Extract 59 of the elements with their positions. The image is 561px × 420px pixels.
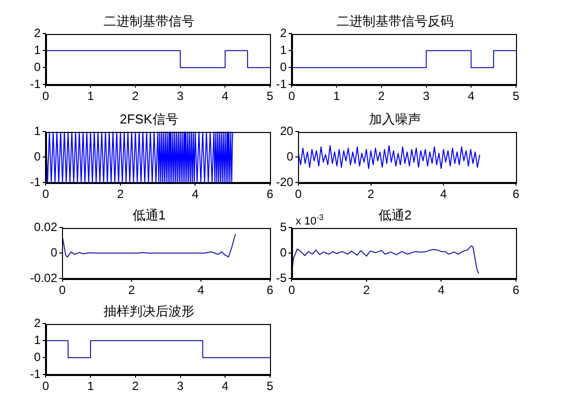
- x-tick-label: 6: [512, 187, 520, 202]
- x-tick-label: 1: [87, 89, 94, 104]
- y-tick-label: 0: [34, 149, 41, 164]
- y-tick-label: -1: [30, 76, 41, 91]
- x-tick-label: 4: [192, 187, 199, 202]
- x-tick-label: 4: [468, 89, 475, 104]
- x-tick-label: 1: [87, 379, 94, 394]
- x-tick-label: 2: [132, 379, 140, 394]
- x-tick-label: 6: [266, 187, 274, 202]
- y-tick-label: -1: [276, 76, 287, 91]
- y-tick-label: 0: [50, 245, 58, 260]
- text: x 10$^{-3}$: [296, 212, 324, 228]
- chart-title: 抽样判决后波形: [104, 303, 194, 318]
- x-tick-label: 2: [132, 89, 140, 104]
- x-tick-label: 3: [176, 89, 184, 104]
- x-tick-label: 4: [222, 379, 229, 394]
- x-tick-label: 4: [222, 89, 229, 104]
- x-tick-label: 2: [363, 283, 370, 298]
- y-tick-label: 2: [34, 316, 41, 330]
- chart-title: 二进制基带信号反码: [336, 13, 454, 28]
- x-tick-label: 6: [266, 283, 274, 298]
- x-tick-label: 4: [438, 283, 445, 298]
- x-tick-label: 2: [128, 283, 136, 298]
- y-tick-label: 1: [34, 42, 41, 57]
- y-tick-label: -20: [276, 174, 294, 189]
- x-tick-label: 5: [266, 379, 274, 394]
- x-tick-label: 4: [197, 283, 204, 298]
- x-tick-label: 4: [440, 187, 448, 202]
- x-tick-label: 5: [512, 89, 520, 104]
- chart-title: 低通1: [132, 207, 166, 222]
- y-tick-label: -0.02: [30, 270, 58, 285]
- y-tick-label: 1: [34, 124, 41, 138]
- x-tick-label: 3: [176, 379, 184, 394]
- x-tick-label: 3: [422, 89, 430, 104]
- y-tick-label: -1: [30, 174, 41, 189]
- chart-title: 2FSK信号: [120, 111, 178, 126]
- chart-title: 低通2: [378, 207, 412, 222]
- y-tick-label: 0: [280, 245, 287, 260]
- chart-title: 二进制基带信号: [104, 13, 194, 28]
- y-tick-label: -5: [276, 270, 287, 285]
- y-tick-label: -1: [30, 366, 41, 381]
- y-tick-label: 0: [34, 350, 41, 364]
- y-tick-label: 2: [280, 26, 287, 40]
- y-tick-label: 20: [280, 124, 294, 138]
- x-tick-label: 2: [117, 187, 124, 202]
- y-tick-label: 0: [34, 60, 41, 74]
- x-tick-label: 2: [368, 187, 375, 202]
- y-tick-label: 0: [286, 149, 294, 164]
- y-tick-label: 0.02: [34, 220, 58, 234]
- x-tick-label: 6: [512, 283, 520, 298]
- y-tick-label: 1: [280, 42, 287, 57]
- x-tick-label: 5: [266, 89, 274, 104]
- x-tick-label: 2: [378, 89, 386, 104]
- chart-title: 加入噪声: [369, 111, 421, 126]
- y-tick-label: 2: [34, 26, 41, 40]
- y-tick-label: 1: [34, 332, 41, 347]
- x-tick-label: 1: [333, 89, 340, 104]
- y-tick-label: 0: [280, 60, 287, 74]
- y-tick-label: 5: [280, 220, 287, 234]
